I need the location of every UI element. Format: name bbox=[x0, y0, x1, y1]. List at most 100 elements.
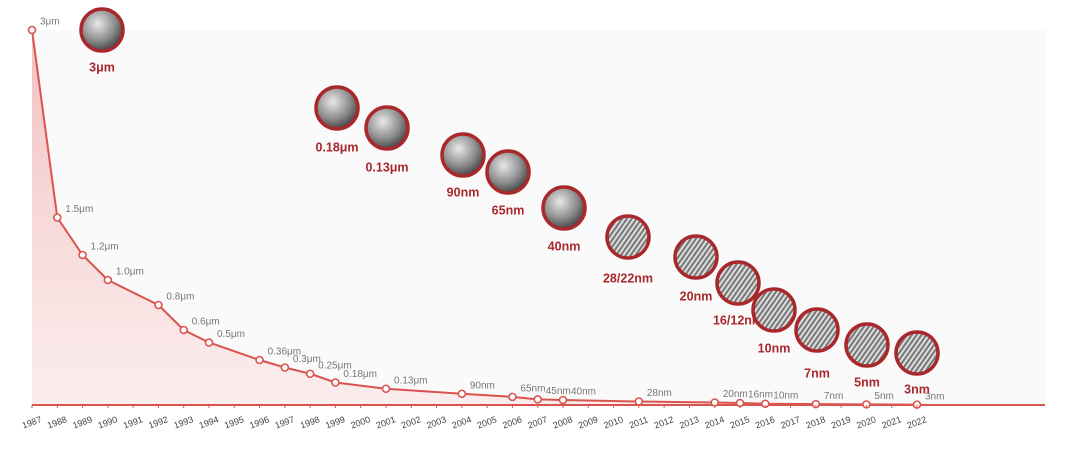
point bbox=[78, 250, 87, 260]
node-label: 5nm bbox=[854, 375, 880, 389]
x-tick-label: 2022 bbox=[906, 414, 928, 430]
x-tick-label: 2004 bbox=[451, 414, 473, 430]
point bbox=[457, 389, 467, 399]
data-label: 40nm bbox=[571, 387, 596, 398]
node-label: 7nm bbox=[804, 366, 830, 380]
data-label: 90nm bbox=[470, 380, 495, 391]
x-tick-label: 2012 bbox=[653, 414, 675, 430]
node-label: 0.13μm bbox=[365, 160, 408, 174]
node-label: 3μm bbox=[89, 60, 115, 74]
x-tick-label: 1997 bbox=[274, 414, 296, 430]
node-label: 10nm bbox=[758, 341, 791, 355]
x-tick-label: 2010 bbox=[602, 414, 624, 430]
node-label: 20nm bbox=[680, 289, 713, 303]
data-label: 10nm bbox=[773, 390, 798, 401]
data-label: 28nm bbox=[647, 388, 672, 399]
x-tick-label: 2002 bbox=[400, 414, 422, 430]
node-image bbox=[715, 260, 761, 306]
point bbox=[52, 213, 62, 222]
data-label: 0.3μm bbox=[293, 354, 321, 365]
data-label: 7nm bbox=[824, 391, 843, 402]
point bbox=[305, 369, 315, 379]
data-label: 5nm bbox=[874, 391, 893, 402]
data-label: 0.36μm bbox=[268, 347, 302, 358]
x-tick-label: 1999 bbox=[324, 414, 346, 430]
node-image bbox=[605, 214, 651, 260]
data-label: 0.18μm bbox=[343, 369, 377, 380]
x-tick-label: 1988 bbox=[46, 414, 68, 430]
data-label: 65nm bbox=[520, 384, 545, 395]
data-label: 3nm bbox=[925, 391, 944, 402]
x-tick-label: 2009 bbox=[577, 414, 599, 430]
point bbox=[533, 395, 543, 404]
x-tick-label: 1996 bbox=[248, 414, 270, 430]
node-image bbox=[485, 149, 531, 195]
x-tick-label: 2015 bbox=[729, 414, 751, 430]
point bbox=[508, 392, 517, 402]
point bbox=[255, 355, 264, 365]
x-tick-label: 2008 bbox=[552, 414, 574, 430]
data-label: 1.5μm bbox=[65, 204, 93, 215]
node-label: 40nm bbox=[548, 239, 581, 253]
x-tick-label: 1992 bbox=[147, 414, 169, 430]
x-tick-label: 2005 bbox=[476, 414, 498, 430]
data-label: 0.25μm bbox=[318, 360, 352, 371]
point bbox=[280, 363, 290, 372]
point bbox=[381, 384, 391, 394]
x-tick-label: 1987 bbox=[21, 414, 43, 430]
point bbox=[204, 338, 214, 347]
x-tick-label: 2011 bbox=[628, 414, 650, 430]
node-label: 0.18μm bbox=[315, 140, 358, 154]
node-image bbox=[79, 7, 125, 53]
x-tick-label: 1998 bbox=[299, 414, 321, 430]
node-label: 16/12nm bbox=[713, 313, 763, 327]
x-tick-label: 2001 bbox=[375, 414, 397, 430]
point bbox=[103, 275, 113, 285]
node-label: 28/22nm bbox=[603, 271, 653, 285]
node-image bbox=[364, 105, 410, 151]
x-tick-label: 1994 bbox=[198, 414, 220, 430]
x-tick-label: 2017 bbox=[779, 414, 801, 430]
node-label: 65nm bbox=[492, 203, 525, 217]
point bbox=[179, 325, 189, 335]
x-tick-label: 2007 bbox=[526, 414, 548, 430]
node-image bbox=[541, 185, 587, 231]
node-image bbox=[844, 322, 890, 368]
node-image bbox=[440, 132, 486, 178]
node-label: 90nm bbox=[447, 185, 480, 199]
x-tick-label: 1991 bbox=[122, 414, 144, 430]
node-image bbox=[894, 330, 940, 376]
data-label: 1.0μm bbox=[116, 267, 144, 278]
data-label: 45nm bbox=[546, 386, 571, 397]
data-label: 0.8μm bbox=[166, 292, 194, 303]
x-tick-label: 2021 bbox=[880, 414, 902, 430]
x-tick-label: 2019 bbox=[830, 414, 852, 430]
data-label: 0.13μm bbox=[394, 375, 428, 386]
x-tick-label: 2000 bbox=[349, 414, 371, 430]
x-tick-label: 1989 bbox=[71, 414, 93, 430]
point bbox=[27, 25, 37, 35]
data-label: 0.5μm bbox=[217, 329, 245, 340]
node-label: 3nm bbox=[904, 382, 930, 396]
data-label: 3μm bbox=[40, 17, 60, 28]
point bbox=[710, 398, 720, 407]
point bbox=[634, 397, 644, 406]
node-image bbox=[673, 234, 719, 280]
x-tick-label: 2020 bbox=[855, 414, 877, 430]
point bbox=[331, 378, 340, 387]
node-image bbox=[751, 287, 797, 333]
data-label: 16nm bbox=[748, 390, 773, 401]
node-image bbox=[314, 85, 360, 131]
x-tick-label: 1995 bbox=[223, 414, 245, 430]
point bbox=[912, 400, 922, 409]
node-image bbox=[794, 307, 840, 353]
point bbox=[558, 395, 568, 405]
data-label: 1.2μm bbox=[91, 242, 119, 253]
x-tick-label: 1993 bbox=[172, 414, 194, 430]
data-label: 20nm bbox=[723, 389, 748, 400]
x-tick-label: 2013 bbox=[678, 414, 700, 430]
x-tick-label: 1990 bbox=[97, 414, 119, 430]
x-tick-label: 2014 bbox=[703, 414, 725, 430]
x-tick-label: 2018 bbox=[805, 414, 827, 430]
